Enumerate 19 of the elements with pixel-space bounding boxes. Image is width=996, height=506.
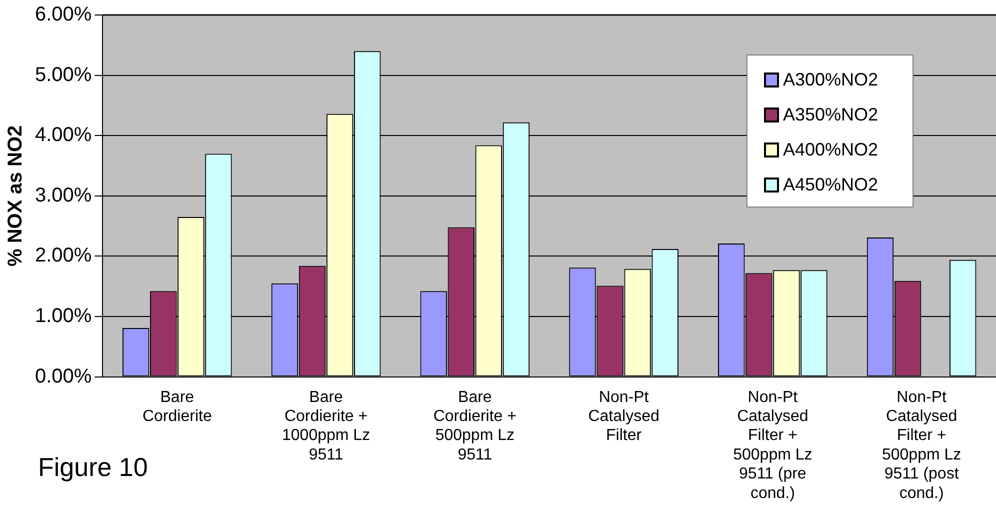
legend-label: A400%NO2 <box>783 139 878 160</box>
y-axis-title: % NOX as NO2 <box>4 125 27 266</box>
legend-label: A450%NO2 <box>783 174 878 194</box>
x-tick-label: Non-Pt Catalysed Filter <box>588 388 660 444</box>
y-tick-label: 3.00% <box>34 184 92 206</box>
legend-label: A350%NO2 <box>783 104 878 124</box>
y-tick-label: 4.00% <box>34 124 92 146</box>
y-tick-label: 1.00% <box>34 305 92 328</box>
x-tick-label: Non-Pt Catalysed Filter + 500ppm Lz 9511 (pre cond.) <box>733 388 812 502</box>
x-tick-label: Bare Cordierite + 1000ppm Lz 9511 <box>282 388 370 464</box>
caption: Figure 10 <box>38 452 148 483</box>
y-tick-label: 2.00% <box>34 244 92 267</box>
x-tick-label: Bare Cordierite <box>142 388 212 426</box>
y-tick-label: 6.00% <box>34 4 92 26</box>
y-tick-label: 0.00% <box>34 365 92 388</box>
y-tick-label: 5.00% <box>34 64 92 86</box>
x-tick-label: Non-Pt Catalysed Filter + 500ppm Lz 9511 (post cond.) <box>882 388 962 502</box>
legend-label: A300%NO2 <box>783 69 878 90</box>
x-tick-label: Bare Cordierite + 500ppm Lz 9511 <box>433 388 516 464</box>
